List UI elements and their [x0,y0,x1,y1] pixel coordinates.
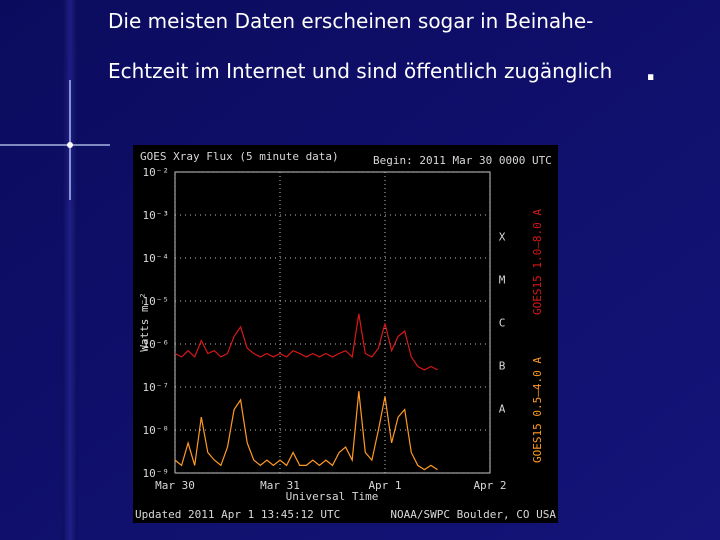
strip [62,0,78,540]
series-line [174,391,438,471]
x-tick-label: Mar 30 [155,479,195,492]
chart-title: GOES Xray Flux (5 minute data) [140,150,339,163]
y-tick-label: 10⁻⁷ [143,381,170,394]
slide-title: Die meisten Daten erscheinen sogar in Be… [108,9,593,33]
series-line [174,313,438,371]
x-tick-label: Apr 1 [368,479,401,492]
y-tick-label: 10⁻⁵ [143,295,170,308]
y-tick-label: 10⁻⁶ [143,338,170,351]
slide-title-period: . [645,53,656,88]
y-tick-label: 10⁻⁸ [143,424,170,437]
legend-entry: GOES15 1.0–8.0 A [531,209,544,315]
y-tick-label: 10⁻² [143,166,170,179]
y-axis-label: Watts m⁻² [138,292,151,352]
flare-class: B [499,360,506,373]
y-tick-label: 10⁻³ [143,209,170,222]
slide-title: Echtzeit im Internet und sind öffentlich… [108,59,612,83]
flare-class: C [499,317,506,330]
y-tick-label: 10⁻⁴ [143,252,170,265]
x-tick-label: Apr 2 [473,479,506,492]
footer-left: Updated 2011 Apr 1 13:45:12 UTC [135,508,340,521]
plot-frame [174,171,491,474]
footer-right: NOAA/SWPC Boulder, CO USA [390,508,556,521]
flare-class: X [499,231,506,244]
chart-subtitle: Begin: 2011 Mar 30 0000 UTC [373,154,552,167]
y-tick-label: 10⁻⁹ [143,467,170,480]
flare-class: M [499,274,506,287]
legend-entry: GOES15 0.5–4.0 A [531,357,544,463]
chart-background [133,145,558,523]
x-tick-label: Mar 31 [260,479,300,492]
sparkle [0,80,110,200]
x-axis-label: Universal Time [286,490,379,503]
flare-class: A [499,403,506,416]
